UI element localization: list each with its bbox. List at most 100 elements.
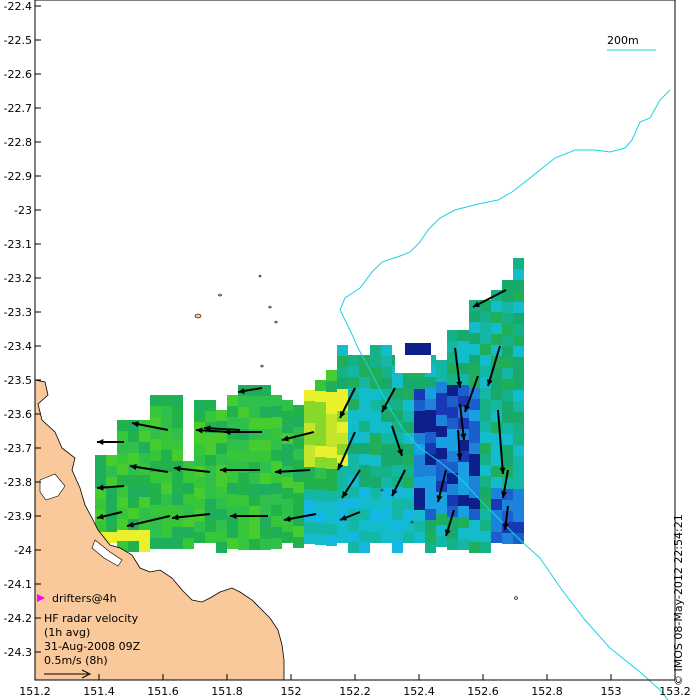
velocity-cell (414, 411, 425, 422)
velocity-cell (425, 465, 436, 476)
velocity-cell (139, 541, 150, 552)
velocity-cell (502, 412, 513, 423)
velocity-cell (480, 300, 491, 311)
velocity-cell (194, 521, 205, 532)
velocity-cell (271, 538, 282, 549)
isobath-legend-label: 200m (607, 34, 639, 47)
velocity-cell (337, 444, 348, 455)
velocity-cell (458, 495, 469, 506)
velocity-cell (172, 472, 183, 483)
velocity-cell (205, 444, 216, 455)
velocity-cell (249, 418, 260, 429)
velocity-cell (161, 428, 172, 439)
velocity-cell (150, 450, 161, 461)
velocity-cell (491, 334, 502, 345)
velocity-cell (491, 510, 502, 521)
velocity-cell (513, 368, 524, 379)
velocity-cell (183, 516, 194, 527)
velocity-cell (161, 494, 172, 505)
velocity-cell (183, 505, 194, 516)
velocity-cell (337, 532, 348, 543)
velocity-cell (249, 451, 260, 462)
velocity-cell (414, 521, 425, 532)
velocity-cell (392, 520, 403, 531)
velocity-cell (392, 421, 403, 432)
velocity-cell (337, 345, 348, 356)
velocity-cell (392, 410, 403, 421)
lat-tick-label: -22.6 (4, 68, 32, 81)
velocity-cell (216, 432, 227, 443)
velocity-cell (282, 411, 293, 422)
lat-tick-label: -23.6 (4, 408, 32, 421)
velocity-cell (513, 269, 524, 280)
velocity-cell (238, 451, 249, 462)
velocity-arrow (339, 511, 361, 521)
velocity-cell (216, 410, 227, 421)
velocity-cell (370, 422, 381, 433)
velocity-cell (326, 403, 337, 414)
velocity-cell (271, 439, 282, 450)
velocity-cell (238, 429, 249, 440)
velocity-cell (326, 414, 337, 425)
velocity-cell (359, 366, 370, 377)
velocity-arrow (97, 438, 124, 446)
lon-tick-label: 152.8 (531, 685, 563, 698)
velocity-cell (370, 510, 381, 521)
velocity-cell (469, 322, 480, 333)
velocity-cell (172, 428, 183, 439)
velocity-cell (238, 473, 249, 484)
velocity-cell (491, 466, 502, 477)
velocity-arrow (224, 428, 262, 436)
velocity-cell (436, 404, 447, 415)
velocity-cell (249, 539, 260, 550)
velocity-cell (238, 418, 249, 429)
velocity-cell (216, 476, 227, 487)
velocity-cell (205, 499, 216, 510)
velocity-cell (172, 505, 183, 516)
velocity-cell (469, 465, 480, 476)
velocity-cell (480, 344, 491, 355)
velocity-cell (194, 444, 205, 455)
lon-tick-label: 152.2 (339, 685, 371, 698)
velocity-cell (282, 455, 293, 466)
velocity-cell (392, 443, 403, 454)
velocity-cell (425, 509, 436, 520)
lon-tick-label: 152 (281, 685, 302, 698)
velocity-cell (293, 493, 304, 504)
velocity-cell (447, 374, 458, 385)
velocity-cell (216, 443, 227, 454)
velocity-cell (348, 399, 359, 410)
velocity-cell (491, 433, 502, 444)
velocity-cell (249, 473, 260, 484)
credit-text: © IMOS 08-May-2012 22:54:21 (672, 514, 685, 686)
velocity-cell (183, 527, 194, 538)
velocity-cell (315, 468, 326, 479)
velocity-cell (194, 532, 205, 543)
velocity-cell (271, 417, 282, 428)
velocity-cell (480, 509, 491, 520)
velocity-cell (161, 516, 172, 527)
velocity-cell (139, 475, 150, 486)
velocity-cell (480, 465, 491, 476)
velocity-cell (205, 400, 216, 411)
velocity-cell (348, 421, 359, 432)
velocity-cell (260, 506, 271, 517)
velocity-cell (139, 530, 150, 541)
velocity-cell (249, 517, 260, 528)
velocity-cell (469, 388, 480, 399)
velocity-cell (359, 399, 370, 410)
velocity-cell (117, 453, 128, 464)
velocity-cell (502, 280, 513, 291)
velocity-cell (458, 528, 469, 539)
velocity-cell (414, 389, 425, 400)
velocity-cell (359, 487, 370, 498)
velocity-cell (260, 539, 271, 550)
velocity-cell (315, 380, 326, 391)
velocity-arrow (464, 375, 479, 413)
velocity-cell (106, 521, 117, 532)
velocity-cell (403, 488, 414, 499)
velocity-cell (337, 466, 348, 477)
velocity-cell (392, 465, 403, 476)
velocity-cell (337, 433, 348, 444)
velocity-cell (293, 526, 304, 537)
